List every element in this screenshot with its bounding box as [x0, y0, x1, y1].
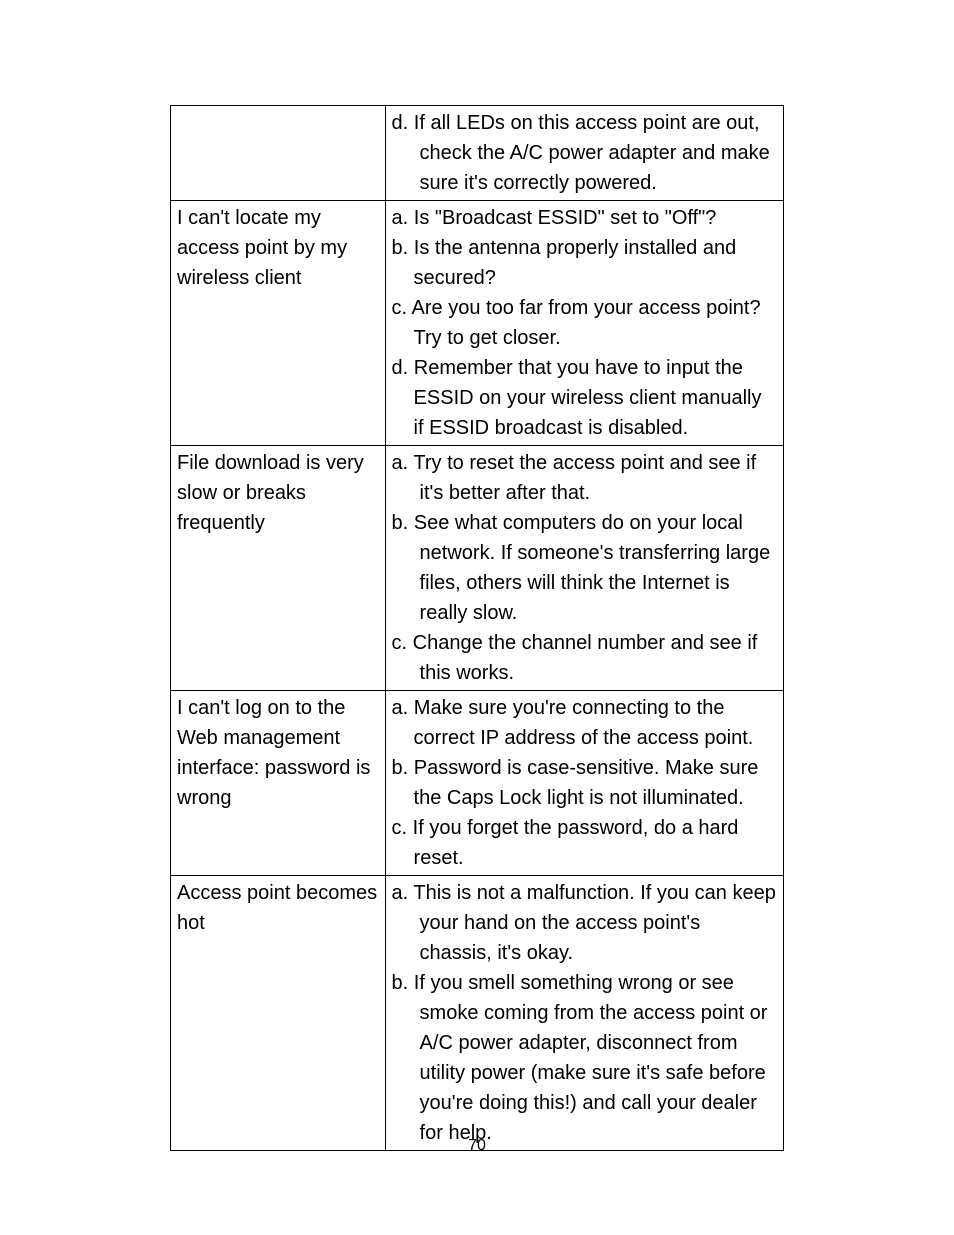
solution-item: b. If you smell something wrong or see s… — [392, 968, 777, 1148]
solution-cell: d. If all LEDs on this access point are … — [385, 106, 783, 201]
table-row: File download is very slow or breaks fre… — [171, 446, 784, 691]
solution-cell: a. This is not a malfunction. If you can… — [385, 876, 783, 1151]
solution-item: c. Are you too far from your access poin… — [392, 293, 777, 353]
page-content: d. If all LEDs on this access point are … — [0, 0, 954, 1151]
problem-cell: I can't locate my access point by my wir… — [171, 201, 386, 446]
table-row: Access point becomes hot a. This is not … — [171, 876, 784, 1151]
table-row: d. If all LEDs on this access point are … — [171, 106, 784, 201]
solution-item: b. See what computers do on your local n… — [392, 508, 777, 628]
problem-text: Access point becomes hot — [177, 882, 377, 934]
solution-item: d. If all LEDs on this access point are … — [392, 108, 777, 198]
problem-text: I can't log on to the Web management int… — [177, 697, 370, 809]
solution-item: d. Remember that you have to input the E… — [392, 353, 777, 443]
solution-item: a. This is not a malfunction. If you can… — [392, 878, 777, 968]
troubleshooting-table: d. If all LEDs on this access point are … — [170, 105, 784, 1151]
problem-cell: Access point becomes hot — [171, 876, 386, 1151]
solution-cell: a. Try to reset the access point and see… — [385, 446, 783, 691]
solution-cell: a. Make sure you're connecting to the co… — [385, 691, 783, 876]
solution-cell: a. Is "Broadcast ESSID" set to "Off"? b.… — [385, 201, 783, 446]
table-row: I can't locate my access point by my wir… — [171, 201, 784, 446]
solution-item: c. If you forget the password, do a hard… — [392, 813, 777, 873]
solution-item: a. Try to reset the access point and see… — [392, 448, 777, 508]
solution-item: a. Make sure you're connecting to the co… — [392, 693, 777, 753]
solution-item: c. Change the channel number and see if … — [392, 628, 777, 688]
problem-text: I can't locate my access point by my wir… — [177, 207, 347, 289]
solution-item: a. Is "Broadcast ESSID" set to "Off"? — [392, 203, 777, 233]
problem-cell — [171, 106, 386, 201]
page-number: 70 — [0, 1137, 954, 1155]
table-row: I can't log on to the Web management int… — [171, 691, 784, 876]
problem-text: File download is very slow or breaks fre… — [177, 452, 364, 534]
problem-cell: I can't log on to the Web management int… — [171, 691, 386, 876]
solution-item: b. Password is case-sensitive. Make sure… — [392, 753, 777, 813]
solution-item: b. Is the antenna properly installed and… — [392, 233, 777, 293]
problem-cell: File download is very slow or breaks fre… — [171, 446, 386, 691]
